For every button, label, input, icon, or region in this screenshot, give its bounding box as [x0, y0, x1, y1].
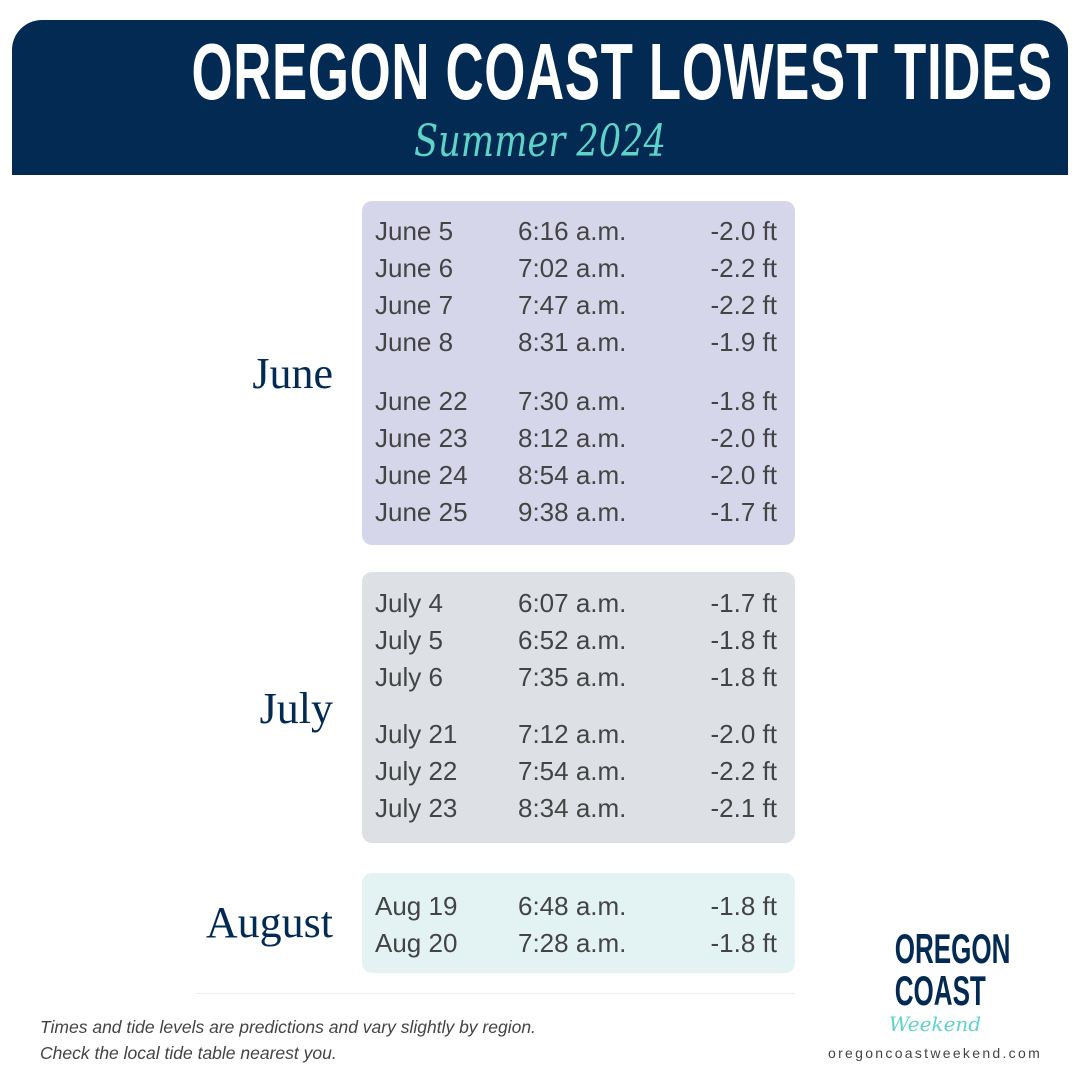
month-label-june: June: [252, 349, 333, 398]
tide-date: June 8: [375, 327, 454, 357]
tide-date: July 5: [375, 625, 443, 655]
tide-time: 9:38 a.m.: [518, 497, 627, 527]
tide-level: -1.8 ft: [710, 386, 777, 416]
tide-date: Aug 19: [375, 891, 458, 921]
tide-row: July 21 7:12 a.m. -2.0 ft: [362, 716, 795, 753]
tide-time: 7:54 a.m.: [518, 756, 627, 786]
footer-line-2: Check the local tide table nearest you.: [40, 1043, 337, 1063]
tide-row: Aug 20 7:28 a.m. -1.8 ft: [362, 925, 795, 962]
tide-date: June 5: [375, 216, 454, 246]
tide-row: June 23 8:12 a.m. -2.0 ft: [362, 420, 795, 457]
tide-time: 7:35 a.m.: [518, 662, 627, 692]
logo-line-3: Weekend: [888, 1012, 982, 1036]
tide-level: -2.2 ft: [710, 756, 777, 786]
tide-date: June 24: [375, 460, 468, 490]
tide-row: July 6 7:35 a.m. -1.8 ft: [362, 659, 795, 696]
tide-row: June 7 7:47 a.m. -2.2 ft: [362, 287, 795, 324]
tide-date: July 4: [375, 588, 443, 618]
tide-level: -2.0 ft: [710, 460, 777, 490]
page-title: OREGON COAST LOWEST TIDES: [191, 27, 1053, 116]
tide-row: July 4 6:07 a.m. -1.7 ft: [362, 585, 795, 622]
tide-row: June 5 6:16 a.m. -2.0 ft: [362, 213, 795, 250]
tide-date: July 22: [375, 756, 458, 786]
tide-date: July 23: [375, 793, 458, 823]
tide-row: July 22 7:54 a.m. -2.2 ft: [362, 753, 795, 790]
footer-note: Times and tide levels are predictions an…: [40, 1014, 536, 1066]
tide-time: 8:12 a.m.: [518, 423, 627, 453]
page-subtitle: Summer 2024: [414, 116, 666, 167]
tide-time: 8:34 a.m.: [518, 793, 627, 823]
tide-level: -1.7 ft: [710, 588, 777, 618]
tide-date: June 23: [375, 423, 468, 453]
tide-row: June 6 7:02 a.m. -2.2 ft: [362, 250, 795, 287]
tide-date: June 7: [375, 290, 454, 320]
tide-date: June 22: [375, 386, 468, 416]
tide-level: -1.9 ft: [710, 327, 777, 357]
month-label-august: August: [205, 898, 333, 947]
footer-line-1: Times and tide levels are predictions an…: [40, 1017, 536, 1037]
june-tide-table: June 5 6:16 a.m. -2.0 ft June 6 7:02 a.m. -2.…: [362, 201, 795, 545]
tide-date: June 25: [375, 497, 468, 527]
tide-row: June 22 7:30 a.m. -1.8 ft: [362, 383, 795, 420]
tide-row: June 8 8:31 a.m. -1.9 ft: [362, 324, 795, 361]
tide-time: 7:30 a.m.: [518, 386, 627, 416]
july-tide-table: July 4 6:07 a.m. -1.7 ft July 5 6:52 a.m. -1.…: [362, 572, 795, 843]
tide-level: -2.2 ft: [710, 253, 777, 283]
tide-level: -1.7 ft: [710, 497, 777, 527]
tide-date: Aug 20: [375, 928, 458, 958]
tide-level: -2.0 ft: [710, 423, 777, 453]
tide-level: -2.1 ft: [710, 793, 777, 823]
tide-row: July 23 8:34 a.m. -2.1 ft: [362, 790, 795, 827]
tide-row: Aug 19 6:48 a.m. -1.8 ft: [362, 888, 795, 925]
tide-level: -1.8 ft: [710, 662, 777, 692]
tide-time: 6:16 a.m.: [518, 216, 627, 246]
tide-date: June 6: [375, 253, 454, 283]
month-label-july: July: [259, 684, 333, 733]
header-banner: OREGON COAST LOWEST TIDES Summer 2024: [12, 20, 1068, 175]
tide-time: 8:54 a.m.: [518, 460, 627, 490]
tide-level: -1.8 ft: [710, 625, 777, 655]
tide-time: 6:48 a.m.: [518, 891, 627, 921]
tide-level: -2.0 ft: [710, 216, 777, 246]
tide-time: 8:31 a.m.: [518, 327, 627, 357]
tide-row: June 25 9:38 a.m. -1.7 ft: [362, 494, 795, 531]
tide-level: -2.0 ft: [710, 719, 777, 749]
logo-line-1: OREGON: [894, 925, 1011, 972]
tide-date: July 6: [375, 662, 443, 692]
tide-time: 6:52 a.m.: [518, 625, 627, 655]
tide-time: 6:07 a.m.: [518, 588, 627, 618]
brand-logo: OREGON COAST Weekend: [870, 925, 1011, 1037]
tide-time: 7:47 a.m.: [518, 290, 627, 320]
tide-date: July 21: [375, 719, 458, 749]
tide-level: -1.8 ft: [710, 891, 777, 921]
tide-level: -2.2 ft: [710, 290, 777, 320]
tide-time: 7:12 a.m.: [518, 719, 627, 749]
website-url: oregoncoastweekend.com: [828, 1045, 1043, 1061]
tide-row: June 24 8:54 a.m. -2.0 ft: [362, 457, 795, 494]
august-tide-table: Aug 19 6:48 a.m. -1.8 ft Aug 20 7:28 a.m. -1.…: [362, 873, 795, 973]
tide-row: July 5 6:52 a.m. -1.8 ft: [362, 622, 795, 659]
map-outline: [195, 993, 795, 994]
tide-time: 7:02 a.m.: [518, 253, 627, 283]
tide-level: -1.8 ft: [710, 928, 777, 958]
tide-time: 7:28 a.m.: [518, 928, 627, 958]
logo-line-2: COAST: [894, 967, 986, 1014]
